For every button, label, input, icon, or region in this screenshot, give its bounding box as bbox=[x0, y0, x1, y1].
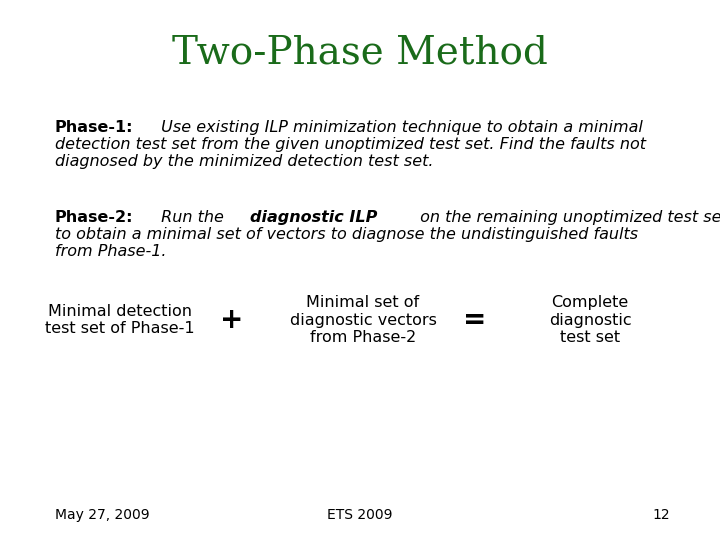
Text: Complete
diagnostic
test set: Complete diagnostic test set bbox=[549, 295, 631, 345]
Text: to obtain a minimal set of vectors to diagnose the undistinguished faults: to obtain a minimal set of vectors to di… bbox=[55, 227, 638, 242]
Text: ETS 2009: ETS 2009 bbox=[328, 508, 392, 522]
Text: Use existing ILP minimization technique to obtain a minimal: Use existing ILP minimization technique … bbox=[156, 120, 643, 135]
Text: Run the: Run the bbox=[156, 210, 229, 225]
Text: on the remaining unoptimized test set: on the remaining unoptimized test set bbox=[415, 210, 720, 225]
Text: Minimal detection
test set of Phase-1: Minimal detection test set of Phase-1 bbox=[45, 304, 195, 336]
Text: detection test set from the given unoptimized test set. Find the faults not: detection test set from the given unopti… bbox=[55, 137, 646, 152]
Text: +: + bbox=[220, 306, 243, 334]
Text: from Phase-1.: from Phase-1. bbox=[55, 244, 166, 259]
Text: May 27, 2009: May 27, 2009 bbox=[55, 508, 150, 522]
Text: diagnostic ILP: diagnostic ILP bbox=[251, 210, 378, 225]
Text: =: = bbox=[463, 306, 487, 334]
Text: 12: 12 bbox=[652, 508, 670, 522]
Text: Minimal set of
diagnostic vectors
from Phase-2: Minimal set of diagnostic vectors from P… bbox=[289, 295, 436, 345]
Text: Phase-2:: Phase-2: bbox=[55, 210, 133, 225]
Text: diagnosed by the minimized detection test set.: diagnosed by the minimized detection tes… bbox=[55, 154, 433, 169]
Text: Two-Phase Method: Two-Phase Method bbox=[172, 35, 548, 72]
Text: Phase-1:: Phase-1: bbox=[55, 120, 133, 135]
